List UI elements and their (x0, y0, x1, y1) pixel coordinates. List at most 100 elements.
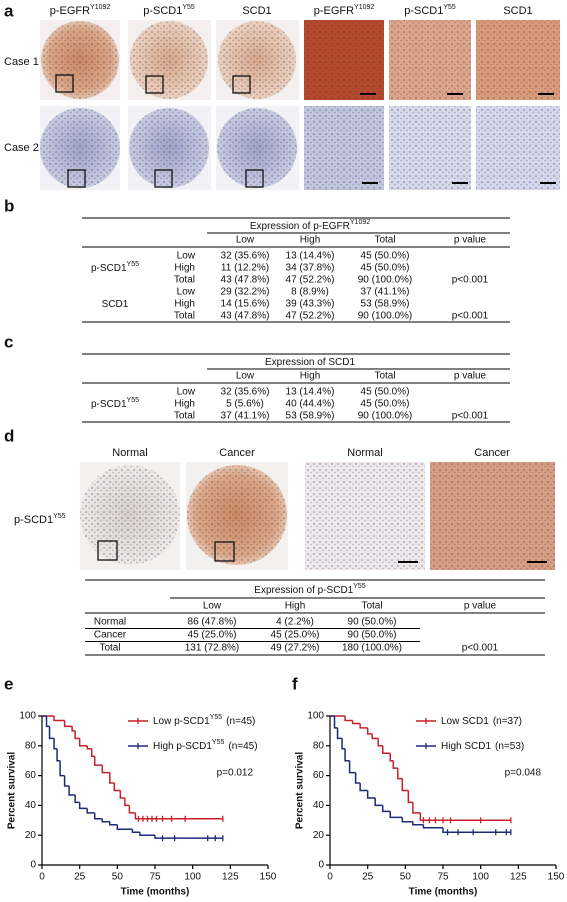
survival-step (71, 726, 76, 732)
label-superscript: Y55 (212, 739, 225, 746)
label-text: Expression of SCD1 (265, 357, 355, 368)
label: p-SCD1Y55 (14, 513, 66, 526)
histology-images (40, 20, 560, 570)
survival-step (93, 812, 103, 820)
table-cell: 37 (41.1%) (361, 287, 410, 298)
label-text: p-SCD1 (91, 263, 127, 274)
label-superscript: Y55 (127, 397, 140, 404)
column-header: Total (361, 601, 382, 612)
column-header: Low (236, 371, 255, 382)
survival-step (341, 738, 346, 750)
y-tick-label: 80 (313, 740, 325, 751)
survival-step (344, 748, 350, 762)
table-cell: 8 (8.9%) (291, 287, 329, 298)
column-header: Low (203, 601, 222, 612)
survival-step (101, 818, 110, 823)
survival-step (344, 716, 353, 722)
label: Expression of p-EGFRY1092 (250, 219, 370, 232)
x-tick-label: 150 (548, 872, 565, 883)
survival-step (78, 802, 88, 810)
y-tick-label: 20 (313, 830, 325, 841)
label-superscript: Y55 (53, 513, 66, 520)
table-cell: 45 (25.0%) (188, 630, 237, 641)
table-cell: 90 (50.0%) (348, 630, 397, 641)
y-tick-label: 100 (19, 711, 36, 722)
label-text: Expression of p-EGFR (250, 221, 350, 232)
tissue-texture (389, 20, 471, 100)
p-value: p<0.001 (452, 311, 489, 322)
label: SCD1 (102, 299, 129, 310)
label: p-SCD1Y55 (91, 261, 139, 274)
table-cell: 45 (50.0%) (361, 399, 410, 410)
image-label: Normal (347, 447, 382, 459)
label-superscript: Y55 (182, 4, 195, 11)
table-cell: 45 (50.0%) (361, 387, 410, 398)
survival-step (401, 817, 413, 823)
table-cell: 13 (14.4%) (286, 251, 335, 262)
label: Expression of p-SCD1Y55 (254, 583, 365, 596)
table-cell: 47 (52.2%) (286, 311, 335, 322)
survival-step (74, 730, 80, 740)
row-level: Total (174, 311, 195, 322)
x-tick-label: 75 (149, 872, 161, 883)
row-level: High (174, 399, 195, 410)
survival-step (78, 738, 88, 747)
column-header: p value (454, 371, 487, 382)
survival-step (412, 802, 421, 814)
survival-step (139, 832, 155, 836)
label-text: p-EGFR (314, 5, 354, 17)
x-tick-label: 25 (362, 872, 374, 883)
column-header: Total (374, 371, 395, 382)
column-header: High (285, 601, 306, 612)
tissue-texture (476, 20, 560, 100)
panel-label: e (4, 674, 13, 693)
label: p-SCD1Y55 (404, 4, 456, 17)
survival-step (53, 738, 58, 750)
table-cell: 43 (47.8%) (221, 311, 270, 322)
survival-step (113, 783, 121, 792)
table-cell: 49 (27.2%) (271, 643, 320, 654)
column-header: High (300, 371, 321, 382)
label-superscript: Y1092 (350, 219, 370, 226)
tissue-texture (41, 21, 119, 99)
image-label: Normal (112, 447, 147, 459)
y-tick-label: 40 (25, 800, 37, 811)
row-level: Total (99, 643, 120, 654)
y-tick-label: 80 (25, 740, 37, 751)
survival-step (68, 786, 76, 796)
y-tick-label: 0 (318, 860, 324, 871)
label-text: SCD1 (242, 5, 271, 17)
row-level: High (174, 299, 195, 310)
zoom-box (55, 74, 74, 93)
table-cell: 90 (100.0%) (358, 275, 412, 286)
tissue-texture (476, 106, 560, 190)
x-axis-title: Time (months) (409, 887, 478, 898)
survival-step (377, 738, 383, 747)
row-level: Total (174, 275, 195, 286)
survival-step (392, 760, 398, 769)
label: High SCD1 (n=53) (441, 741, 524, 752)
label-text: High SCD1 (441, 741, 491, 752)
column-header: High (300, 235, 321, 246)
survival-step (359, 723, 368, 729)
x-axis-title: Time (months) (121, 887, 190, 898)
column-header: Total (374, 235, 395, 246)
label-superscript: Y1092 (354, 4, 374, 11)
column-header: Low (236, 235, 255, 246)
survival-step (442, 827, 511, 833)
row-level: Normal (94, 617, 126, 628)
table-cell: 90 (100.0%) (358, 311, 412, 322)
tissue-texture (40, 108, 120, 188)
column-header: p value (464, 601, 497, 612)
row-level: High (174, 263, 195, 274)
label-text: SCD1 (503, 5, 532, 17)
survival-step (48, 726, 55, 740)
panel-label: d (4, 426, 14, 445)
survival-step (74, 794, 80, 804)
table-cell: 5 (5.6%) (226, 399, 264, 410)
label-text: p-SCD1 (14, 514, 53, 526)
column-header: p value (454, 235, 487, 246)
survival-step (359, 783, 368, 792)
table-cell: 53 (58.9%) (286, 411, 335, 422)
